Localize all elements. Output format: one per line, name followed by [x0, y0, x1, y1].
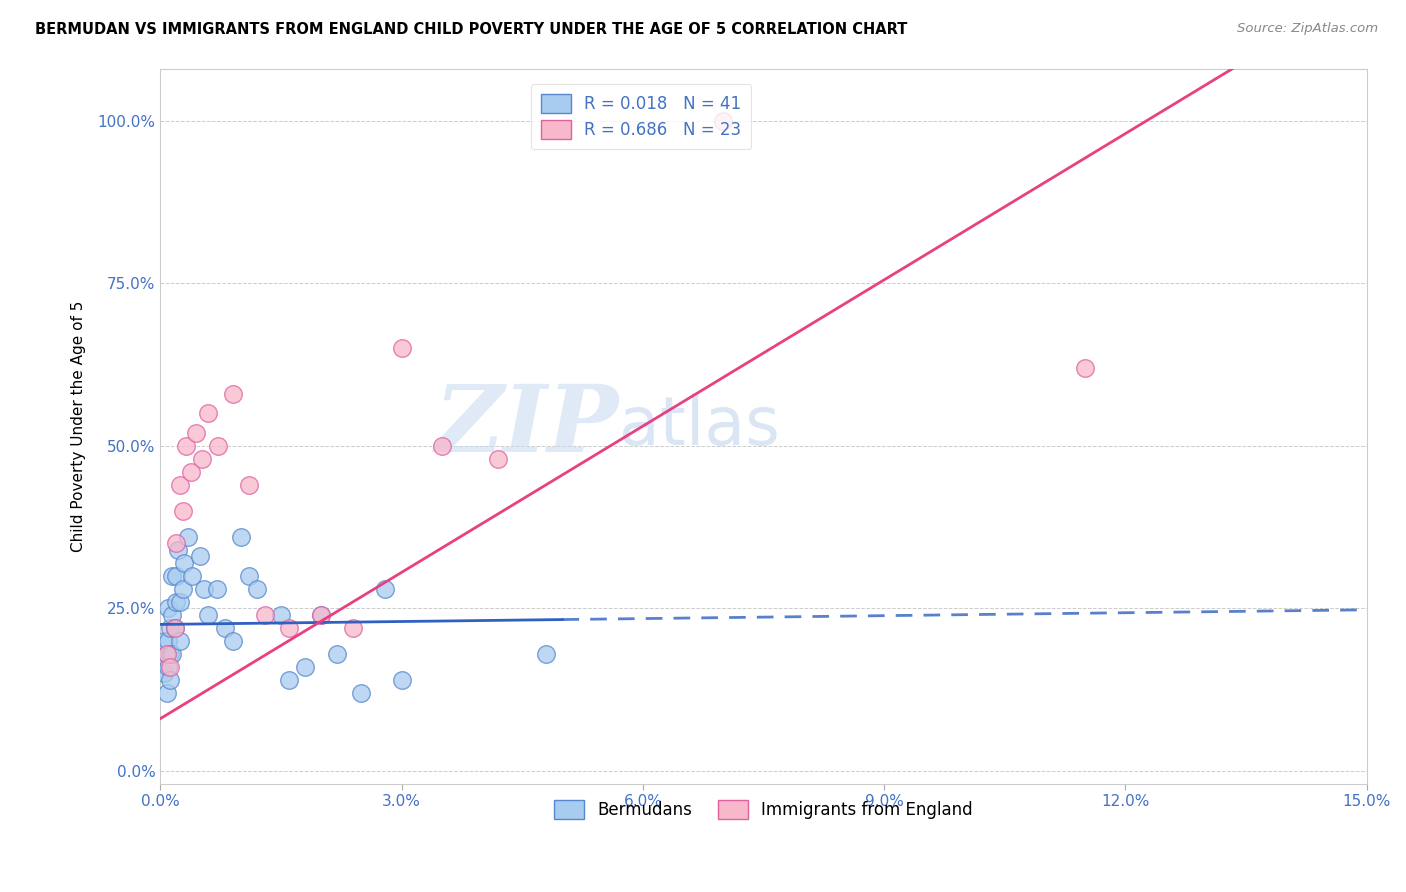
- Point: [197, 607, 219, 622]
- Point: [326, 647, 349, 661]
- Point: [711, 113, 734, 128]
- Point: [165, 595, 187, 609]
- Point: [165, 568, 187, 582]
- Legend: Bermudans, Immigrants from England: Bermudans, Immigrants from England: [548, 793, 979, 825]
- Text: ZIP: ZIP: [434, 381, 619, 471]
- Point: [205, 582, 228, 596]
- Point: [163, 621, 186, 635]
- Text: BERMUDAN VS IMMIGRANTS FROM ENGLAND CHILD POVERTY UNDER THE AGE OF 5 CORRELATION: BERMUDAN VS IMMIGRANTS FROM ENGLAND CHIL…: [35, 22, 907, 37]
- Point: [246, 582, 269, 596]
- Point: [214, 621, 236, 635]
- Point: [253, 607, 276, 622]
- Point: [157, 633, 180, 648]
- Text: atlas: atlas: [619, 393, 779, 459]
- Point: [180, 465, 202, 479]
- Point: [221, 633, 243, 648]
- Point: [1074, 360, 1097, 375]
- Point: [391, 341, 413, 355]
- Point: [174, 439, 197, 453]
- Point: [238, 568, 260, 582]
- Point: [162, 607, 184, 622]
- Point: [169, 595, 191, 609]
- Point: [157, 659, 180, 673]
- Point: [229, 530, 252, 544]
- Point: [309, 607, 332, 622]
- Point: [162, 568, 184, 582]
- Point: [159, 647, 181, 661]
- Point: [159, 673, 181, 687]
- Point: [309, 607, 332, 622]
- Point: [172, 503, 194, 517]
- Point: [157, 601, 180, 615]
- Point: [350, 686, 373, 700]
- Point: [342, 621, 364, 635]
- Point: [270, 607, 292, 622]
- Point: [277, 673, 299, 687]
- Point: [191, 451, 214, 466]
- Point: [156, 686, 179, 700]
- Point: [186, 425, 208, 440]
- Point: [374, 582, 396, 596]
- Point: [159, 659, 181, 673]
- Point: [163, 621, 186, 635]
- Point: [486, 451, 509, 466]
- Point: [193, 582, 215, 596]
- Point: [153, 666, 176, 681]
- Point: [221, 386, 243, 401]
- Point: [153, 633, 176, 648]
- Point: [169, 477, 191, 491]
- Point: [159, 621, 181, 635]
- Point: [173, 556, 195, 570]
- Point: [177, 530, 200, 544]
- Point: [197, 406, 219, 420]
- Text: Source: ZipAtlas.com: Source: ZipAtlas.com: [1237, 22, 1378, 36]
- Point: [536, 647, 558, 661]
- Point: [238, 477, 260, 491]
- Point: [169, 633, 191, 648]
- Point: [207, 439, 229, 453]
- Point: [156, 647, 179, 661]
- Point: [162, 647, 184, 661]
- Point: [156, 647, 179, 661]
- Point: [277, 621, 299, 635]
- Point: [181, 568, 204, 582]
- Point: [294, 659, 316, 673]
- Y-axis label: Child Poverty Under the Age of 5: Child Poverty Under the Age of 5: [72, 301, 86, 552]
- Point: [430, 439, 453, 453]
- Point: [165, 536, 187, 550]
- Point: [391, 673, 413, 687]
- Point: [167, 542, 190, 557]
- Point: [172, 582, 194, 596]
- Point: [190, 549, 212, 564]
